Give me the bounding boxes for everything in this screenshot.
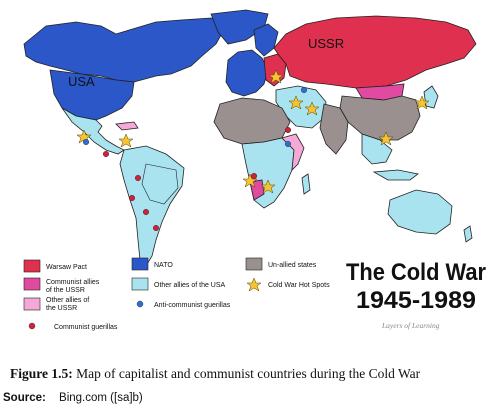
- legend-communist-allies-line2: of the USSR: [46, 287, 85, 294]
- figure-caption: Figure 1.5: Map of capitalist and commun…: [10, 366, 495, 382]
- southeast-asia-region: [361, 133, 393, 165]
- hot-spot-star-icon: [260, 179, 276, 194]
- legend-label-other-allies-usa: Other allies of the USA: [154, 282, 226, 289]
- figure-caption-text: Map of capitalist and communist countrie…: [76, 366, 421, 381]
- source-label: Source:: [3, 392, 46, 404]
- australia-region: [387, 189, 453, 235]
- brazil-region: [141, 163, 179, 205]
- legend-swatch-nato: [131, 257, 149, 271]
- hot-spot-star-icon: [378, 131, 394, 146]
- map-legend: Warsaw Pact NATO Un-allied states Commun…: [23, 257, 330, 331]
- communist-guerilla-dot: [142, 208, 149, 215]
- communist-guerilla-dot: [102, 150, 109, 157]
- legend-label-unallied: Un-allied states: [268, 262, 317, 269]
- hot-spot-star-icon: [288, 95, 304, 110]
- map-title-line2: 1945-1989: [356, 287, 476, 314]
- hot-spot-star-icon: [118, 133, 134, 148]
- hot-spot-star-icon: [414, 95, 430, 110]
- anti-communist-markers: [82, 86, 308, 147]
- legend-hot-spot-star-icon: [246, 277, 262, 292]
- anti-communist-dot: [285, 140, 292, 147]
- usa-region: [49, 69, 135, 121]
- communist-guerilla-dot: [134, 174, 141, 181]
- south-america-region: [119, 145, 185, 267]
- legend-anti-communist-dot-icon: [136, 300, 144, 308]
- madagascar-region: [301, 173, 311, 195]
- india-region: [319, 103, 349, 155]
- hot-spot-star-icon: [304, 101, 320, 116]
- communist-guerilla-dot: [250, 172, 257, 179]
- legend-label-anti-communist: Anti-communist guerillas: [154, 302, 231, 309]
- new-zealand-region: [463, 225, 473, 243]
- hot-spot-markers: [76, 69, 430, 194]
- ussr-map-label: USSR: [308, 36, 344, 51]
- hot-spot-star-icon: [268, 69, 284, 84]
- legend-swatch-warsaw-pact: [23, 259, 41, 273]
- source-line: Source: Bing.com ([sa]b): [3, 392, 483, 404]
- western-europe-region: [225, 49, 269, 97]
- legend-other-allies-ussr-line1: Other allies of: [46, 297, 89, 304]
- legend-communist-allies-line1: Communist allies: [46, 279, 100, 286]
- legend-label-warsaw-pact: Warsaw Pact: [46, 264, 87, 271]
- legend-label-hot-spots: Cold War Hot Spots: [268, 282, 330, 289]
- caribbean-region: [115, 121, 139, 131]
- world-map-drawing: USA USSR Warsaw Pact NATO Un-allied sta: [23, 9, 486, 331]
- legend-swatch-other-allies-ussr: [23, 297, 41, 311]
- map-credit: Layers of Learning: [381, 321, 440, 330]
- usa-map-label: USA: [68, 74, 95, 89]
- legend-label-nato: NATO: [154, 262, 173, 269]
- legend-swatch-other-allies-usa: [131, 277, 149, 291]
- legend-swatch-unallied: [245, 257, 263, 271]
- legend-other-allies-ussr-line2: the USSR: [46, 305, 77, 312]
- legend-swatch-communist-allies: [23, 277, 41, 291]
- legend-label-other-allies-ussr: Other allies of the USSR: [46, 297, 91, 312]
- korea-japan-region: [423, 85, 439, 109]
- scandinavia-region: [253, 23, 279, 57]
- indonesia-region: [372, 169, 419, 181]
- communist-guerilla-dot: [128, 194, 135, 201]
- canada-region: [23, 17, 227, 83]
- legend-label-communist-guerillas: Communist guerillas: [54, 324, 118, 331]
- communist-guerilla-dot: [285, 126, 292, 133]
- central-africa-region: [241, 137, 295, 209]
- legend-label-communist-allies: Communist allies of the USSR: [46, 279, 101, 294]
- map-title-line1: The Cold War: [346, 259, 486, 286]
- communist-guerilla-markers: [102, 126, 292, 231]
- source-text: Bing.com ([sa]b): [59, 392, 143, 404]
- anti-communist-dot: [301, 86, 308, 93]
- cold-war-map: USA USSR Warsaw Pact NATO Un-allied sta: [6, 4, 494, 344]
- legend-communist-dot-icon: [28, 322, 36, 330]
- anti-communist-dot: [82, 138, 89, 145]
- ussr-region: [273, 15, 477, 89]
- hot-spot-star-icon: [242, 173, 258, 188]
- china-region: [339, 95, 421, 141]
- figure-caption-label: Figure 1.5:: [10, 366, 73, 381]
- communist-guerilla-dot: [152, 224, 159, 231]
